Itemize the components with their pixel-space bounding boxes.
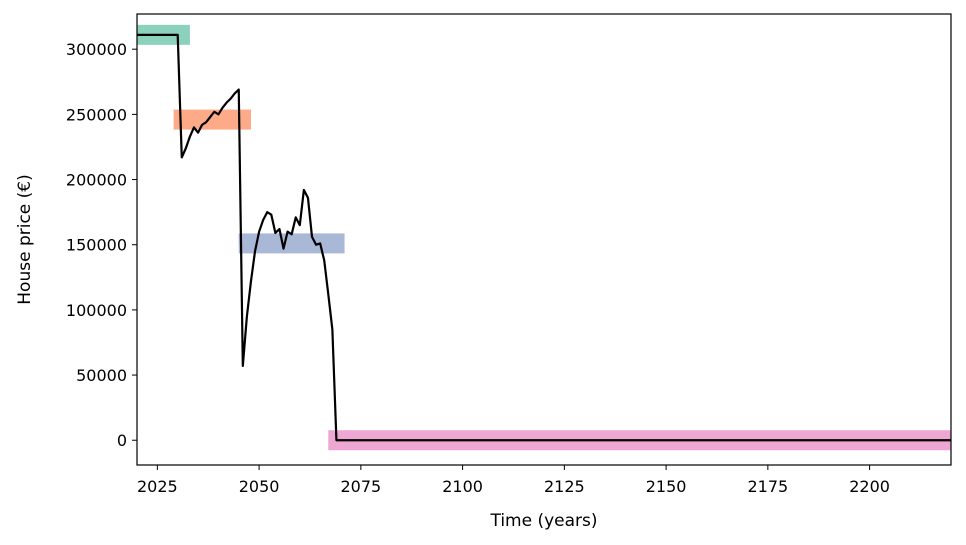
y-tick-label: 250000 [66, 105, 127, 124]
y-tick-label: 150000 [66, 236, 127, 255]
x-tick-label: 2075 [340, 477, 381, 496]
x-tick-label: 2200 [849, 477, 890, 496]
x-axis: 2025 2050 2075 2100 2125 2150 2175 2200 [137, 465, 890, 496]
plot-frame [136, 13, 952, 466]
y-tick-label: 300000 [66, 40, 127, 59]
x-tick-label: 2050 [239, 477, 280, 496]
x-tick-label: 2025 [137, 477, 178, 496]
y-axis-label: House price (€) [15, 174, 35, 304]
y-tick-label: 50000 [76, 366, 127, 385]
x-tick-label: 2100 [442, 477, 483, 496]
x-tick-label: 2125 [544, 477, 585, 496]
series-line-1 [137, 33, 951, 442]
y-tick-label: 200000 [66, 171, 127, 190]
y-axis: 0 50000 100000 150000 200000 250000 300000 [66, 40, 137, 450]
x-tick-label: 2150 [646, 477, 687, 496]
band-2 [173, 109, 251, 130]
y-tick-label: 100000 [66, 301, 127, 320]
x-axis-label: Time (years) [489, 511, 597, 531]
y-tick-label: 0 [117, 431, 127, 450]
band-3 [238, 233, 345, 254]
band-layer [137, 24, 951, 451]
series-layer [137, 33, 951, 442]
x-tick-label: 2175 [747, 477, 788, 496]
